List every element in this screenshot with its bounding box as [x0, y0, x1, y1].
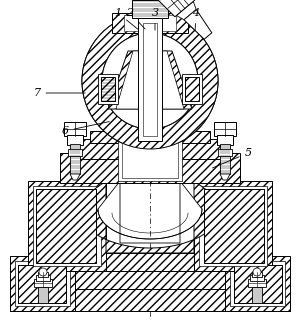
- Bar: [204, 189, 264, 263]
- Text: 3: 3: [152, 8, 159, 30]
- Bar: [90, 131, 210, 143]
- Bar: [220, 144, 230, 174]
- Bar: [15, 261, 70, 306]
- Bar: [218, 149, 232, 156]
- Bar: [38, 272, 48, 277]
- Text: 5: 5: [213, 148, 252, 168]
- Bar: [250, 275, 264, 281]
- Polygon shape: [151, 0, 195, 17]
- Bar: [38, 287, 48, 303]
- Bar: [122, 132, 178, 178]
- Circle shape: [102, 33, 198, 129]
- Bar: [252, 272, 262, 277]
- Bar: [225, 256, 290, 311]
- Bar: [18, 265, 66, 303]
- Bar: [214, 122, 236, 136]
- Bar: [64, 122, 86, 136]
- Bar: [217, 135, 233, 145]
- Bar: [10, 289, 290, 311]
- Polygon shape: [108, 51, 192, 109]
- Circle shape: [39, 268, 47, 276]
- Bar: [101, 77, 115, 101]
- Bar: [194, 181, 272, 271]
- Polygon shape: [184, 9, 212, 39]
- Text: 4: 4: [192, 8, 200, 30]
- Bar: [132, 0, 168, 18]
- Bar: [124, 15, 176, 31]
- Bar: [67, 135, 83, 145]
- Bar: [68, 149, 82, 156]
- Text: 7: 7: [33, 88, 85, 98]
- Wedge shape: [82, 13, 218, 149]
- Bar: [36, 189, 96, 263]
- Bar: [248, 279, 266, 287]
- Bar: [182, 74, 202, 104]
- Bar: [70, 144, 80, 174]
- Polygon shape: [116, 51, 184, 109]
- Bar: [105, 253, 195, 271]
- Bar: [34, 279, 52, 287]
- Bar: [252, 287, 262, 303]
- Bar: [234, 265, 282, 303]
- Bar: [199, 186, 267, 266]
- Circle shape: [253, 268, 261, 276]
- Bar: [185, 77, 199, 101]
- Text: 1: 1: [114, 8, 138, 29]
- Bar: [75, 139, 225, 159]
- Text: 2: 2: [126, 8, 145, 29]
- Bar: [118, 129, 182, 181]
- Bar: [33, 186, 101, 266]
- Polygon shape: [176, 1, 196, 20]
- Polygon shape: [75, 181, 225, 253]
- Polygon shape: [98, 181, 202, 243]
- Polygon shape: [70, 174, 80, 180]
- Bar: [143, 23, 157, 136]
- Bar: [28, 181, 106, 271]
- Bar: [140, 133, 160, 136]
- Bar: [36, 275, 50, 281]
- Bar: [28, 271, 272, 289]
- Text: 6: 6: [61, 122, 109, 136]
- Bar: [138, 18, 162, 141]
- Bar: [10, 256, 75, 311]
- Bar: [230, 261, 285, 306]
- Polygon shape: [220, 174, 230, 180]
- Bar: [112, 13, 188, 33]
- Circle shape: [82, 13, 218, 149]
- Bar: [98, 74, 118, 104]
- Bar: [60, 153, 240, 183]
